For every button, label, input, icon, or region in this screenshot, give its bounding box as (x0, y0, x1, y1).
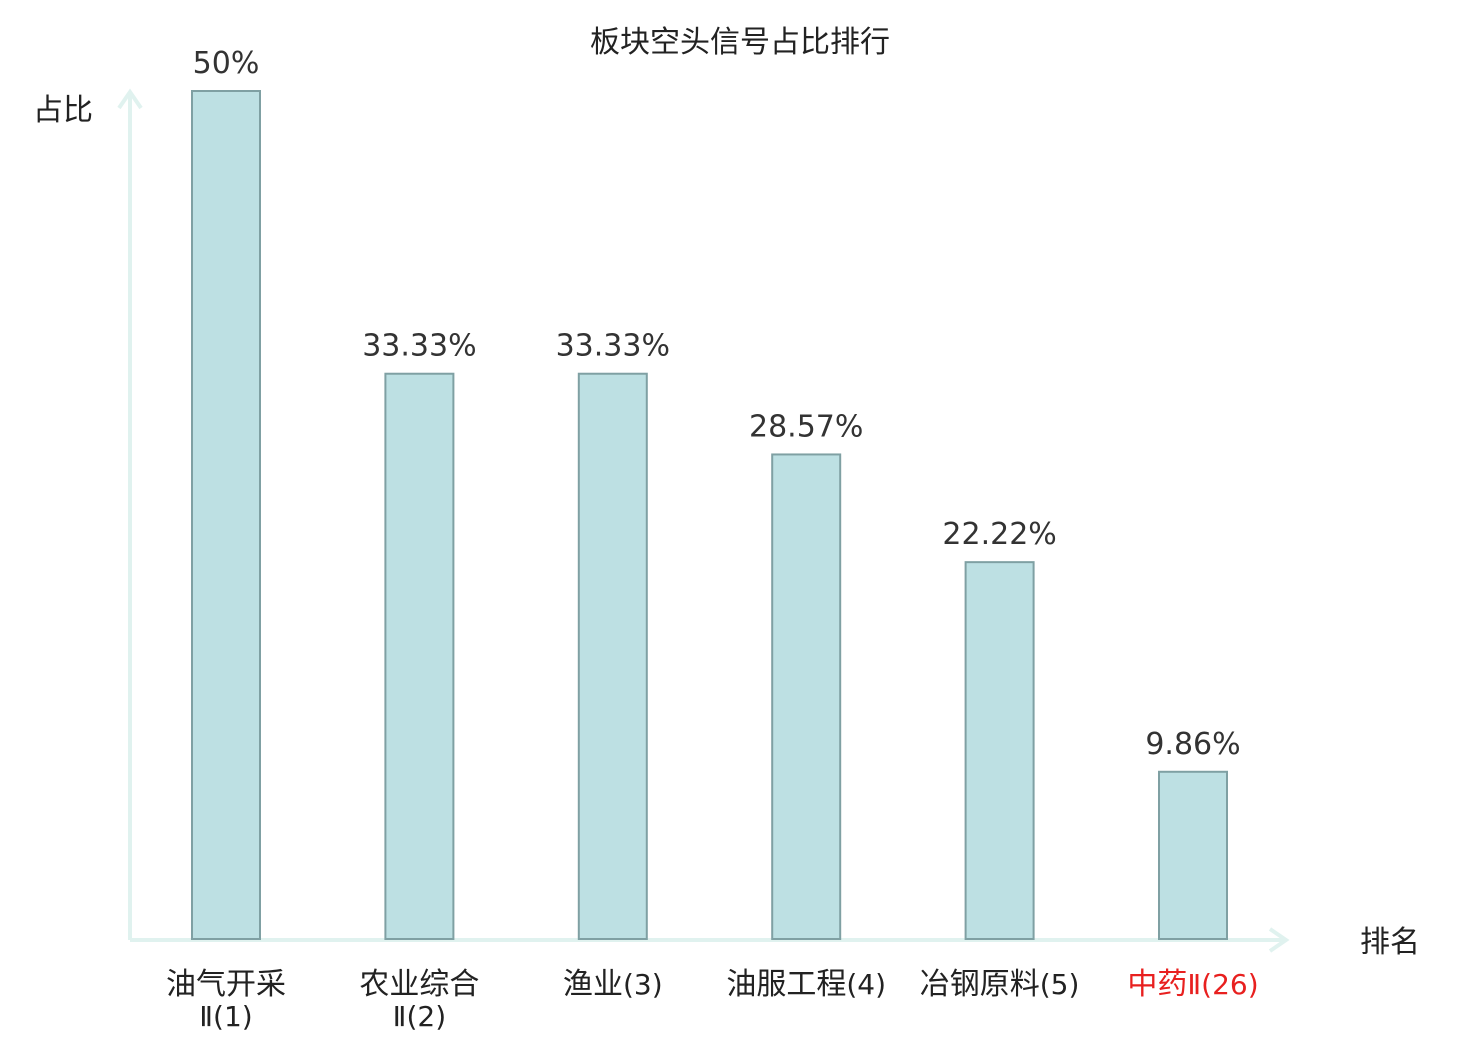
category-name: 中药 (1127, 967, 1187, 1002)
bar (191, 90, 261, 940)
bar (384, 372, 455, 940)
bar (1158, 770, 1228, 941)
bar (577, 372, 648, 940)
y-axis-arrow (117, 88, 143, 110)
category-rank: (4) (846, 968, 886, 1001)
bar-value-label: 9.86% (1145, 727, 1240, 762)
axes (117, 88, 1290, 953)
category-label: 冶钢原料(5) (920, 967, 1080, 1002)
category-name: 油服工程 (726, 967, 846, 1002)
category-rank: (3) (623, 968, 663, 1001)
bar-value-label: 50% (193, 46, 260, 81)
category-name: 农业综合 (359, 967, 479, 1002)
category-name: 渔业 (563, 967, 623, 1002)
bar-value-label: 28.57% (749, 409, 863, 444)
x-axis-label: 排名 (1360, 925, 1420, 960)
category-label: 油服工程(4) (726, 967, 886, 1002)
chart-title: 板块空头信号占比排行 (590, 25, 890, 60)
bar (771, 453, 842, 940)
y-axis-label: 占比 (33, 93, 93, 128)
bar (964, 561, 1035, 940)
category-label: 中药Ⅱ(26) (1127, 967, 1258, 1002)
bar-value-label: 33.33% (362, 329, 476, 364)
bar-value-label: 22.22% (942, 517, 1056, 552)
category-label: 农业综合 Ⅱ(2) (359, 967, 479, 1033)
category-label: 渔业(3) (563, 967, 663, 1002)
category-rank: Ⅱ(2) (393, 1000, 446, 1033)
category-labels: 油气开采 Ⅱ(1)农业综合 Ⅱ(2)渔业(3) 油服工程(4) 冶钢原料(5) 中药Ⅱ(2… (166, 967, 1259, 1033)
category-rank: Ⅱ(26) (1187, 968, 1258, 1001)
category-rank: (5) (1040, 968, 1080, 1001)
value-labels: 50% 33.33% 33.33% 28.57% 22.22% 9.86% (193, 46, 1241, 762)
category-rank: Ⅱ(1) (199, 1000, 252, 1033)
category-name: 冶钢原料 (920, 967, 1040, 1002)
bar-value-label: 33.33% (556, 329, 670, 364)
category-label: 油气开采 Ⅱ(1) (166, 967, 286, 1033)
bars (191, 90, 1228, 941)
category-name: 油气开采 (166, 967, 286, 1002)
x-axis-arrow (1268, 927, 1290, 953)
